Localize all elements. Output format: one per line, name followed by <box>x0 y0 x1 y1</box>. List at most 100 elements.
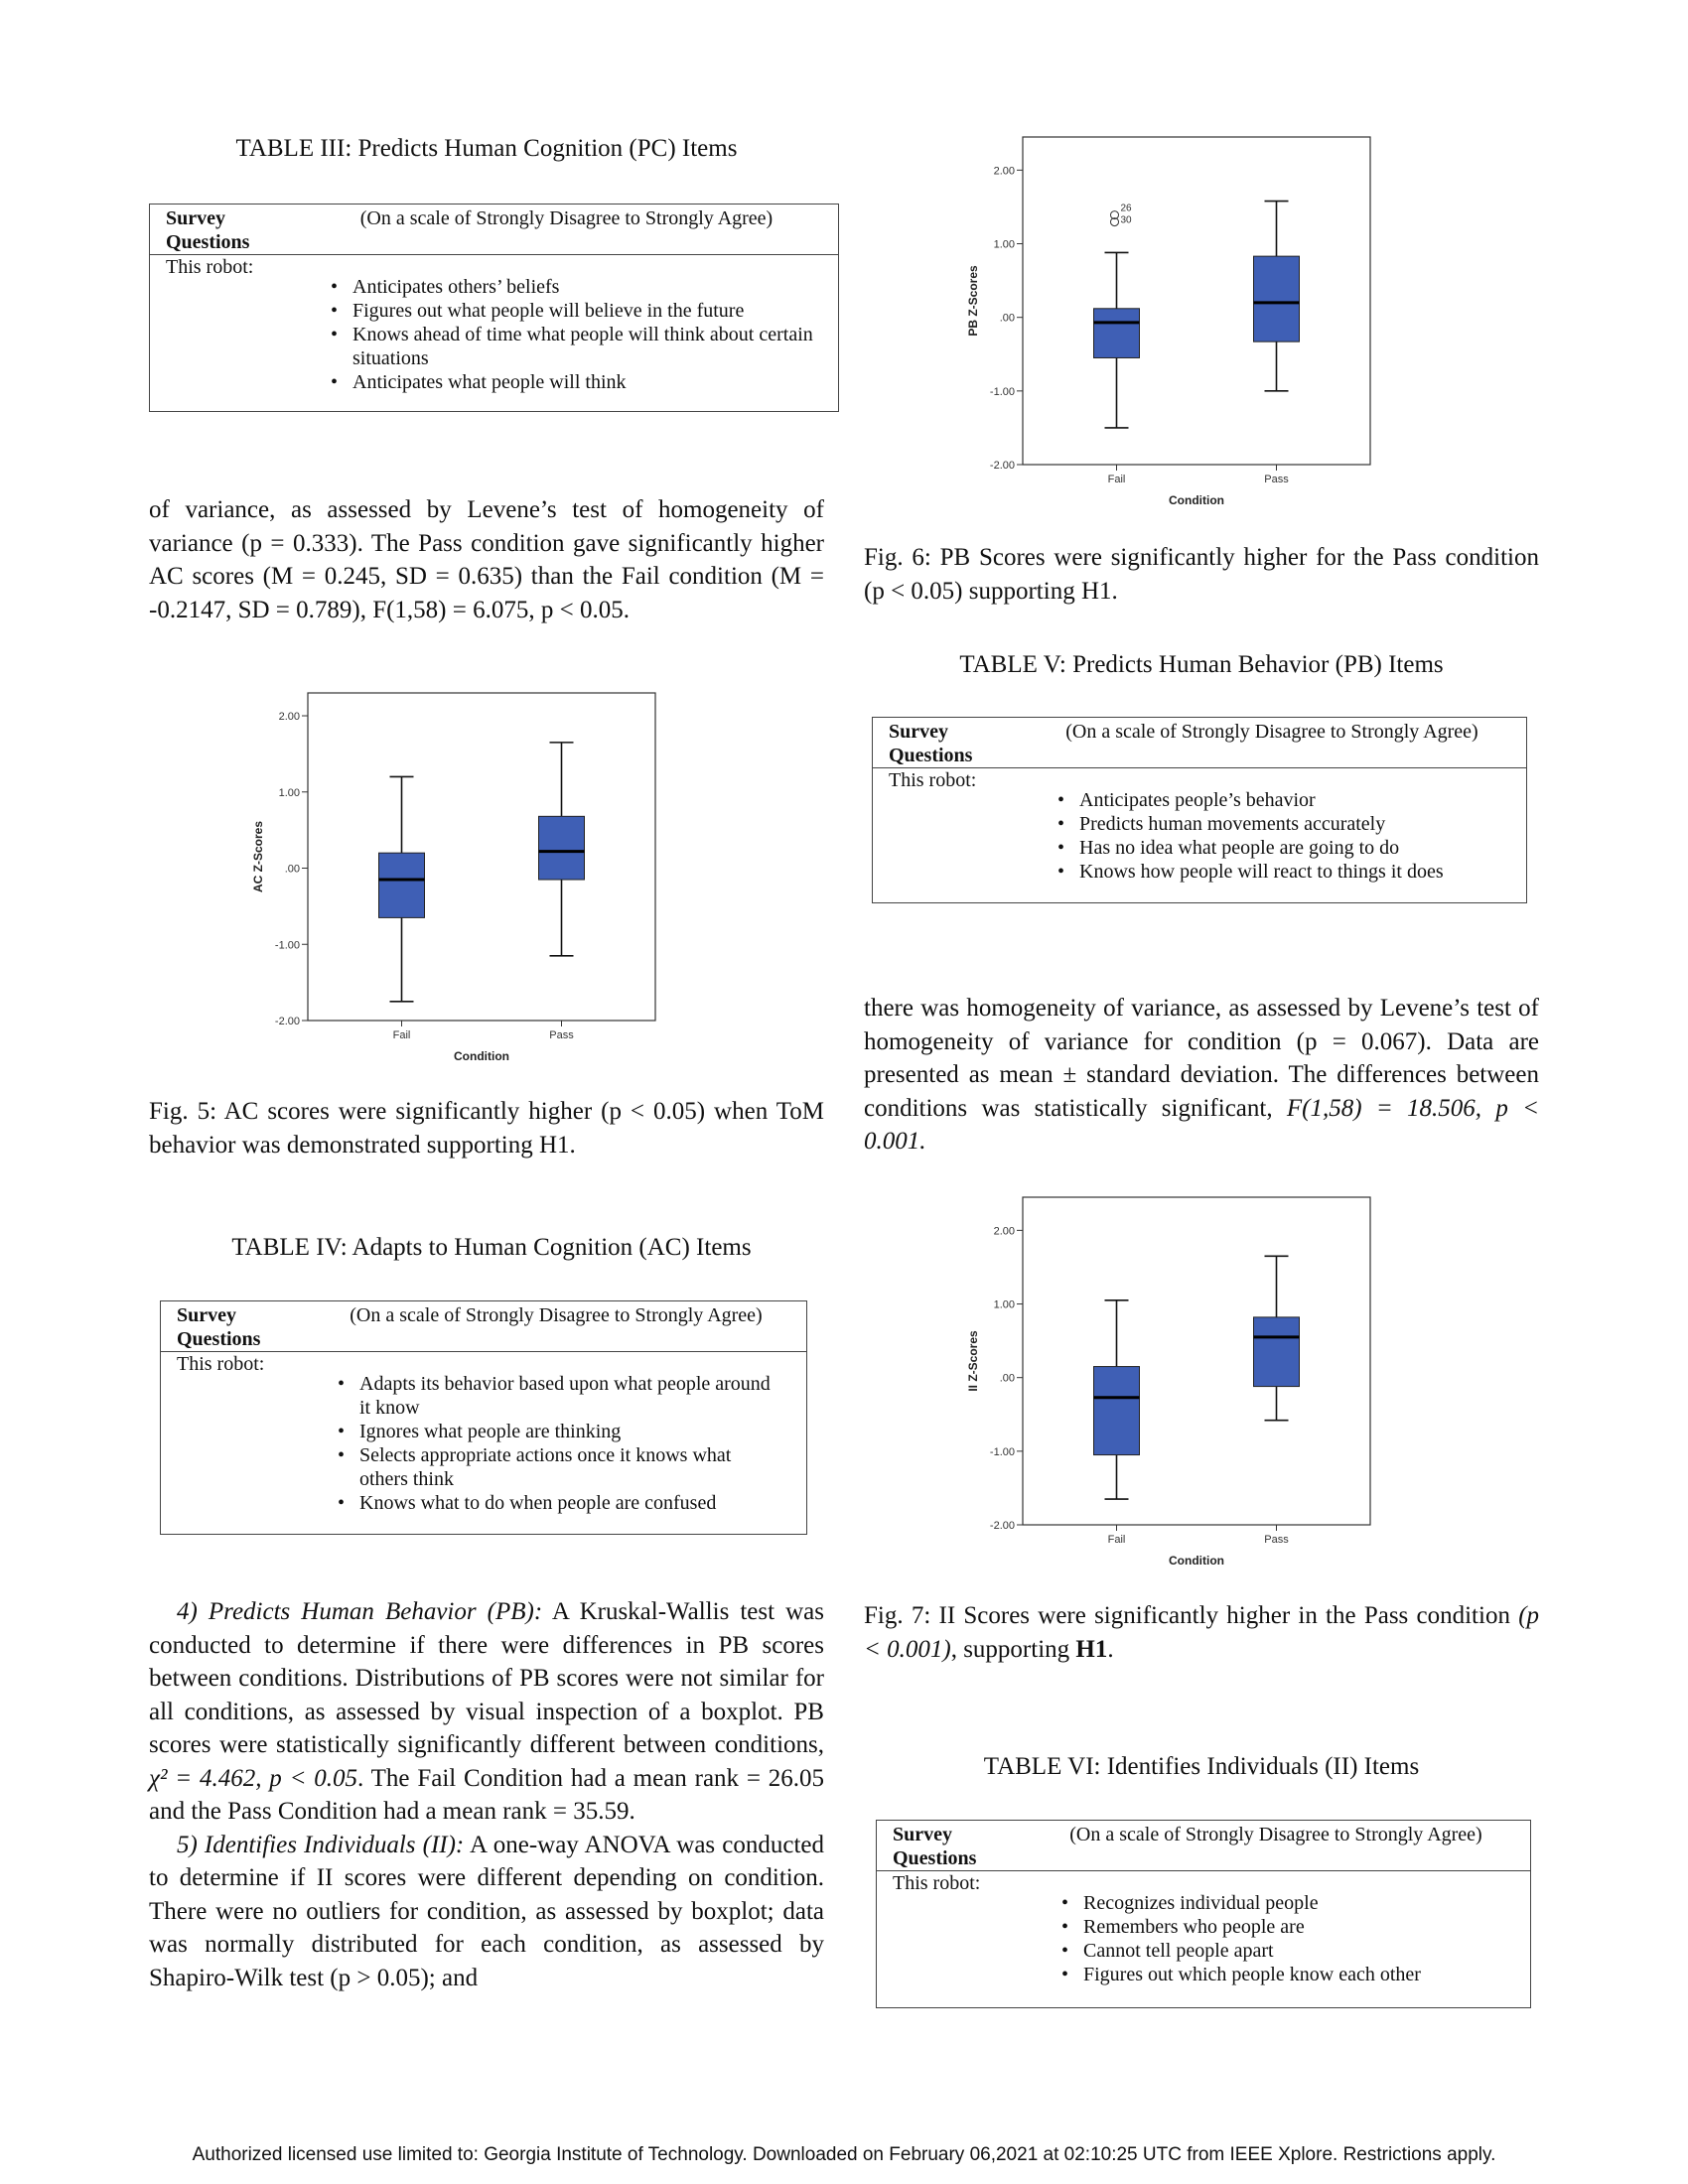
table6-body: This robot: Recognizes individual people… <box>877 1871 1530 2010</box>
y-tick-label: 1.00 <box>994 1299 1015 1311</box>
y-tick-label: .00 <box>1000 313 1015 325</box>
y-tick-label: -1.00 <box>990 386 1015 398</box>
paragraph-ac-results: of variance, as assessed by Levene’s tes… <box>149 493 824 626</box>
y-tick-label: 1.00 <box>994 239 1015 251</box>
table3-row-label: This robot: <box>166 256 254 278</box>
table3-item: Anticipates others’ beliefs <box>327 275 813 299</box>
plot-frame <box>1022 1196 1371 1526</box>
fig7-caption-bold: H1 <box>1075 1635 1108 1663</box>
table5-col-scale: (On a scale of Strongly Disagree to Stro… <box>1065 721 1478 743</box>
y-tick-label: 1.00 <box>279 787 300 799</box>
box-iqr <box>1253 255 1300 342</box>
plot-frame <box>307 692 656 1022</box>
y-tick-label: -2.00 <box>275 1016 300 1027</box>
fig7-boxplot: 2.00 1.00 .00 -1.00 -2.00 Fail Pass Condition II… <box>966 1196 1371 1568</box>
outlier-label: 26 <box>1121 204 1133 214</box>
section-pb-text-1: A Kruskal-Wallis test was conducted to d… <box>149 1598 824 1758</box>
y-axis-label: II Z-Scores <box>966 1330 980 1392</box>
outlier-point <box>1110 217 1119 227</box>
table3-col-questions: Survey Questions <box>166 206 305 254</box>
table6-col-scale: (On a scale of Strongly Disagree to Stro… <box>1069 1824 1482 1845</box>
fig7-caption-text-2: , supporting <box>950 1635 1070 1663</box>
fig7-caption: Fig. 7: II Scores were significantly hig… <box>864 1599 1539 1666</box>
table3-item: Anticipates what people will think <box>327 370 813 394</box>
section-ii-heading: 5) Identifies Individuals (II): <box>177 1831 465 1858</box>
box-iqr <box>538 815 585 881</box>
table5-item: Anticipates people’s behavior <box>1054 788 1510 812</box>
table6-item: Figures out which people know each other <box>1057 1963 1514 1986</box>
paragraph-ii-results: there was homogeneity of variance, as as… <box>864 992 1539 1159</box>
y-axis-label: PB Z-Scores <box>966 265 980 337</box>
y-axis-label: AC Z-Scores <box>251 821 265 892</box>
table4-item: Ignores what people are thinking <box>334 1420 780 1443</box>
table6-col-questions-line2: Questions <box>893 1847 977 1869</box>
table3: Survey Questions (On a scale of Strongly… <box>149 204 839 412</box>
table5-header: Survey Questions (On a scale of Strongly… <box>873 718 1526 768</box>
table5-item: Knows how people will react to things it… <box>1054 860 1510 884</box>
y-tick-label: .00 <box>1000 1373 1015 1385</box>
paragraph-ii-body: there was homogeneity of variance, as as… <box>864 992 1539 1159</box>
table3-col-questions-line2: Questions <box>166 231 250 253</box>
table3-col-scale: (On a scale of Strongly Disagree to Stro… <box>359 207 774 229</box>
fig6-caption: Fig. 6: PB Scores were significantly hig… <box>864 544 1539 605</box>
box-iqr <box>378 852 425 918</box>
table4-items: Adapts its behavior based upon what peop… <box>334 1372 780 1515</box>
table4-caption: TABLE IV: Adapts to Human Cognition (AC)… <box>231 1234 752 1261</box>
fig5-boxplot: 2.00 1.00 .00 -1.00 -2.00 Fail Pass Condition AC… <box>251 692 656 1063</box>
table4-item: Knows what to do when people are confuse… <box>334 1491 780 1515</box>
box-iqr <box>1093 1366 1140 1456</box>
section-pb: 4) Predicts Human Behavior (PB): A Krusk… <box>149 1595 824 1994</box>
table3-item: Knows ahead of time what people will thi… <box>327 323 813 370</box>
y-tick-label: -2.00 <box>990 460 1015 472</box>
box-iqr <box>1253 1316 1300 1388</box>
table4-header: Survey Questions (On a scale of Strongly… <box>161 1301 806 1352</box>
x-axis-label: Condition <box>1169 493 1224 507</box>
table5-row-label: This robot: <box>889 769 977 791</box>
table3-item: Figures out what people will believe in … <box>327 299 813 323</box>
x-axis-label: Condition <box>454 1049 509 1063</box>
x-tick-label: Pass <box>549 1029 574 1041</box>
outlier-point <box>1110 210 1119 220</box>
section-ii-paragraph: 5) Identifies Individuals (II): A one-wa… <box>149 1829 824 1995</box>
section-pb-stat: χ² = 4.462, p < 0.05 <box>149 1764 358 1792</box>
table5-col-questions: Survey Questions <box>889 720 1028 767</box>
table6-row-label: This robot: <box>893 1872 981 1894</box>
table3-items: Anticipates others’ beliefs Figures out … <box>327 275 813 394</box>
table4-item: Selects appropriate actions once it know… <box>334 1443 780 1491</box>
y-tick-label: -2.00 <box>990 1520 1015 1532</box>
y-tick-label: -1.00 <box>275 939 300 951</box>
paragraph-ii-stat: F(1,58) = 18.506, p < 0.001. <box>864 1094 1539 1156</box>
x-tick-label: Fail <box>1108 474 1126 485</box>
table4-row-label: This robot: <box>177 1353 265 1375</box>
section-pb-paragraph: 4) Predicts Human Behavior (PB): A Krusk… <box>149 1595 824 1829</box>
section-pb-text-2: . The Fail Condition had a mean rank = 2… <box>149 1764 825 1826</box>
table4: Survey Questions (On a scale of Strongly… <box>160 1300 807 1535</box>
paragraph-ii-text: there was homogeneity of variance, as as… <box>864 995 1539 1122</box>
table3-col-questions-line1: Survey <box>166 207 225 229</box>
x-tick-label: Pass <box>1264 474 1289 485</box>
table5-items: Anticipates people’s behavior Predicts h… <box>1054 788 1510 884</box>
table6-col-questions-line1: Survey <box>893 1824 952 1845</box>
outlier-label: 30 <box>1121 215 1133 226</box>
y-tick-label: -1.00 <box>990 1446 1015 1458</box>
x-tick-label: Fail <box>1108 1534 1126 1546</box>
table5-col-questions-line2: Questions <box>889 745 973 766</box>
table3-caption: TABLE III: Predicts Human Cognition (PC)… <box>235 135 738 162</box>
section-pb-heading: 4) Predicts Human Behavior (PB): <box>177 1598 543 1625</box>
y-tick-label: .00 <box>285 864 300 876</box>
fig5-caption: Fig. 5: AC scores were significantly hig… <box>149 1098 824 1159</box>
table6-item: Recognizes individual people <box>1057 1891 1514 1915</box>
x-tick-label: Fail <box>393 1029 411 1041</box>
table5-item: Predicts human movements accurately <box>1054 812 1510 836</box>
fig7-caption-text-3: . <box>1107 1635 1114 1663</box>
table5-caption: TABLE V: Predicts Human Behavior (PB) It… <box>959 651 1444 678</box>
table4-body: This robot: Adapts its behavior based up… <box>161 1352 806 1537</box>
table6-items: Recognizes individual people Remembers w… <box>1057 1891 1514 1986</box>
table5: Survey Questions (On a scale of Strongly… <box>872 717 1527 903</box>
table3-body: This robot: Anticipates others’ beliefs … <box>150 255 838 414</box>
y-tick-label: 2.00 <box>994 1225 1015 1237</box>
table5-body: This robot: Anticipates people’s behavio… <box>873 768 1526 905</box>
table3-header: Survey Questions (On a scale of Strongly… <box>150 205 838 255</box>
footer-license-notice: Authorized licensed use limited to: Geor… <box>192 2144 1496 2165</box>
